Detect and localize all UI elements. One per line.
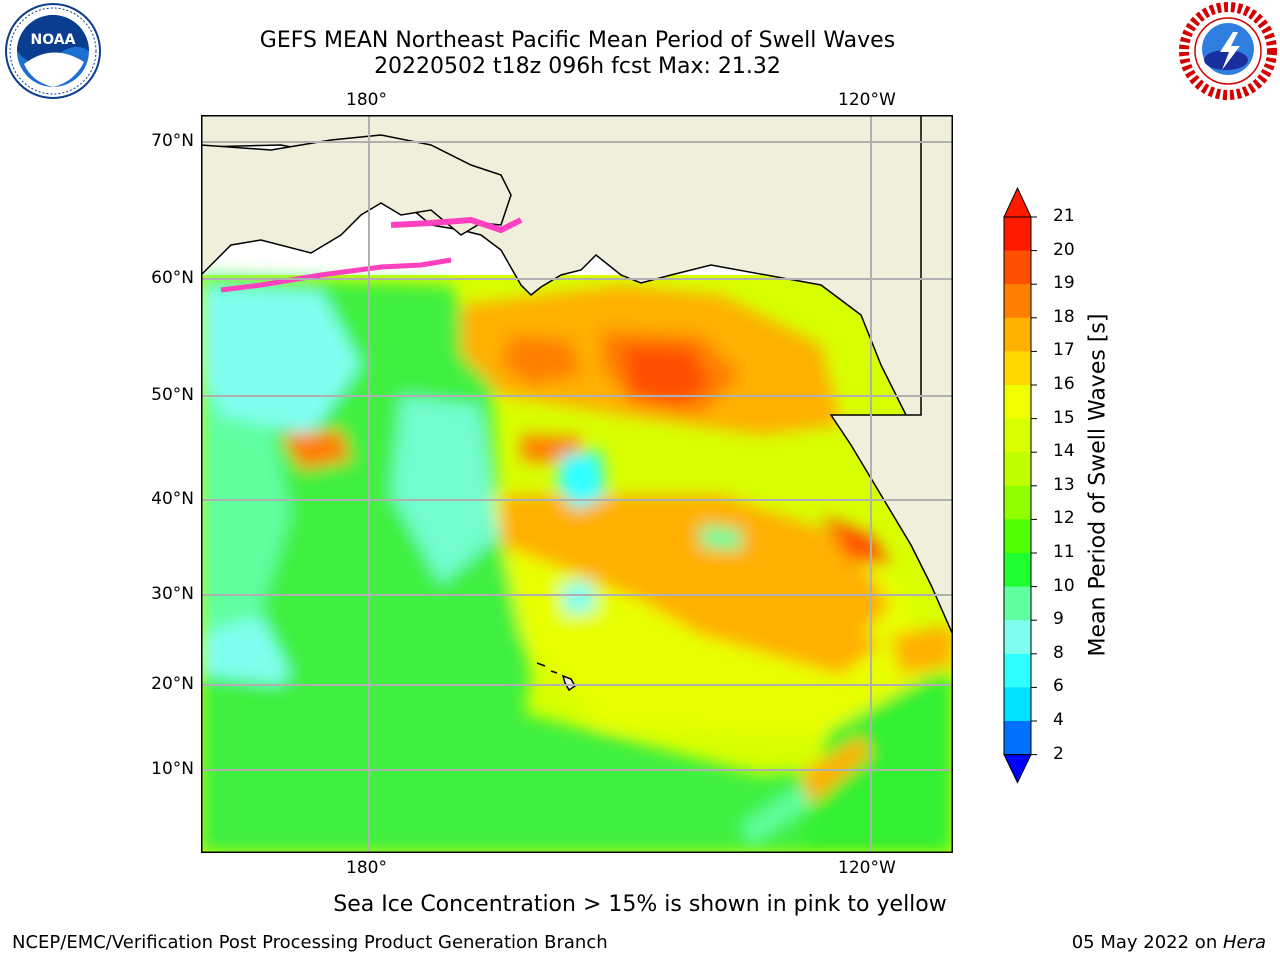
colorbar-tick-label: 2 xyxy=(1053,743,1064,764)
colorbar-segment xyxy=(1004,284,1031,319)
lat-label-40n: 40°N xyxy=(151,489,194,509)
colorbar-tick-label: 13 xyxy=(1053,474,1075,495)
lon-label-bottom-180: 180° xyxy=(346,858,387,878)
colorbar-tick-label: 8 xyxy=(1053,642,1064,663)
colorbar-tick-label: 20 xyxy=(1053,239,1075,260)
colorbar-tick-label: 18 xyxy=(1053,306,1075,327)
colorbar-tick-label: 6 xyxy=(1053,676,1064,697)
colorbar-tick-label: 4 xyxy=(1053,710,1064,730)
colorbar-segment xyxy=(1004,250,1031,285)
colorbar-segment xyxy=(1004,317,1031,352)
colorbar-tick-label: 10 xyxy=(1053,575,1075,596)
national-weather-service-logo xyxy=(1178,2,1278,100)
colorbar-tick-label: 14 xyxy=(1053,441,1075,462)
colorbar-tick-label: 15 xyxy=(1053,407,1075,428)
colorbar-tick-label: 19 xyxy=(1053,273,1075,294)
colorbar-tick-label: 21 xyxy=(1053,206,1075,226)
colorbar-tick-label: 16 xyxy=(1053,374,1075,394)
lat-label-30n: 30°N xyxy=(151,584,194,604)
colorbar-under-arrow xyxy=(1003,754,1032,784)
land-siberia xyxy=(201,134,512,277)
lat-label-60n: 60°N xyxy=(151,268,194,288)
colorbar-tick-label: 9 xyxy=(1053,609,1064,630)
colorbar-segment xyxy=(1004,452,1031,487)
colorbar-segment xyxy=(1004,351,1031,386)
colorbar-segment xyxy=(1004,485,1031,520)
land-north-america-coast xyxy=(829,115,953,636)
swell-period-map xyxy=(201,115,953,853)
colorbar-tick-label: 12 xyxy=(1053,508,1075,529)
footer-date-text: 05 May 2022 on xyxy=(1071,932,1223,953)
colorbar-label: Mean Period of Swell Waves [s] xyxy=(1085,313,1111,657)
lon-label-top-120w: 120°W xyxy=(838,90,896,110)
svg-text:NOAA: NOAA xyxy=(31,32,76,48)
lat-label-70n: 70°N xyxy=(151,131,194,151)
footer-host: Hera xyxy=(1222,932,1266,953)
noaa-logo: NOAA xyxy=(4,2,102,100)
colorbar-segment xyxy=(1004,721,1031,756)
colorbar-segment xyxy=(1004,620,1031,655)
colorbar-segment xyxy=(1004,418,1031,453)
lat-label-10n: 10°N xyxy=(151,759,194,779)
lat-label-20n: 20°N xyxy=(151,674,194,694)
colorbar-segment xyxy=(1004,586,1031,621)
colorbar xyxy=(996,185,1096,785)
colorbar-tick-label: 11 xyxy=(1053,542,1075,562)
colorbar-segment xyxy=(1004,653,1031,688)
lon-label-top-180: 180° xyxy=(346,90,387,110)
sea-ice-note: Sea Ice Concentration > 15% is shown in … xyxy=(333,892,947,917)
footer-credit: NCEP/EMC/Verification Post Processing Pr… xyxy=(12,932,608,953)
chart-title: GEFS MEAN Northeast Pacific Mean Period … xyxy=(259,28,896,53)
colorbar-segment xyxy=(1004,553,1031,588)
colorbar-segment xyxy=(1004,519,1031,554)
colorbar-segment xyxy=(1004,217,1031,252)
chart-subtitle: 20220502 t18z 096h fcst Max: 21.32 xyxy=(374,54,781,79)
colorbar-over-arrow xyxy=(1003,186,1032,218)
colorbar-segment xyxy=(1004,385,1031,420)
lon-label-bottom-120w: 120°W xyxy=(838,858,896,878)
lat-label-50n: 50°N xyxy=(151,385,194,405)
colorbar-segment xyxy=(1004,687,1031,722)
hawaii-islands xyxy=(536,662,576,692)
footer-date: 05 May 2022 on Hera xyxy=(1072,932,1266,953)
colorbar-tick-label: 17 xyxy=(1053,340,1075,361)
